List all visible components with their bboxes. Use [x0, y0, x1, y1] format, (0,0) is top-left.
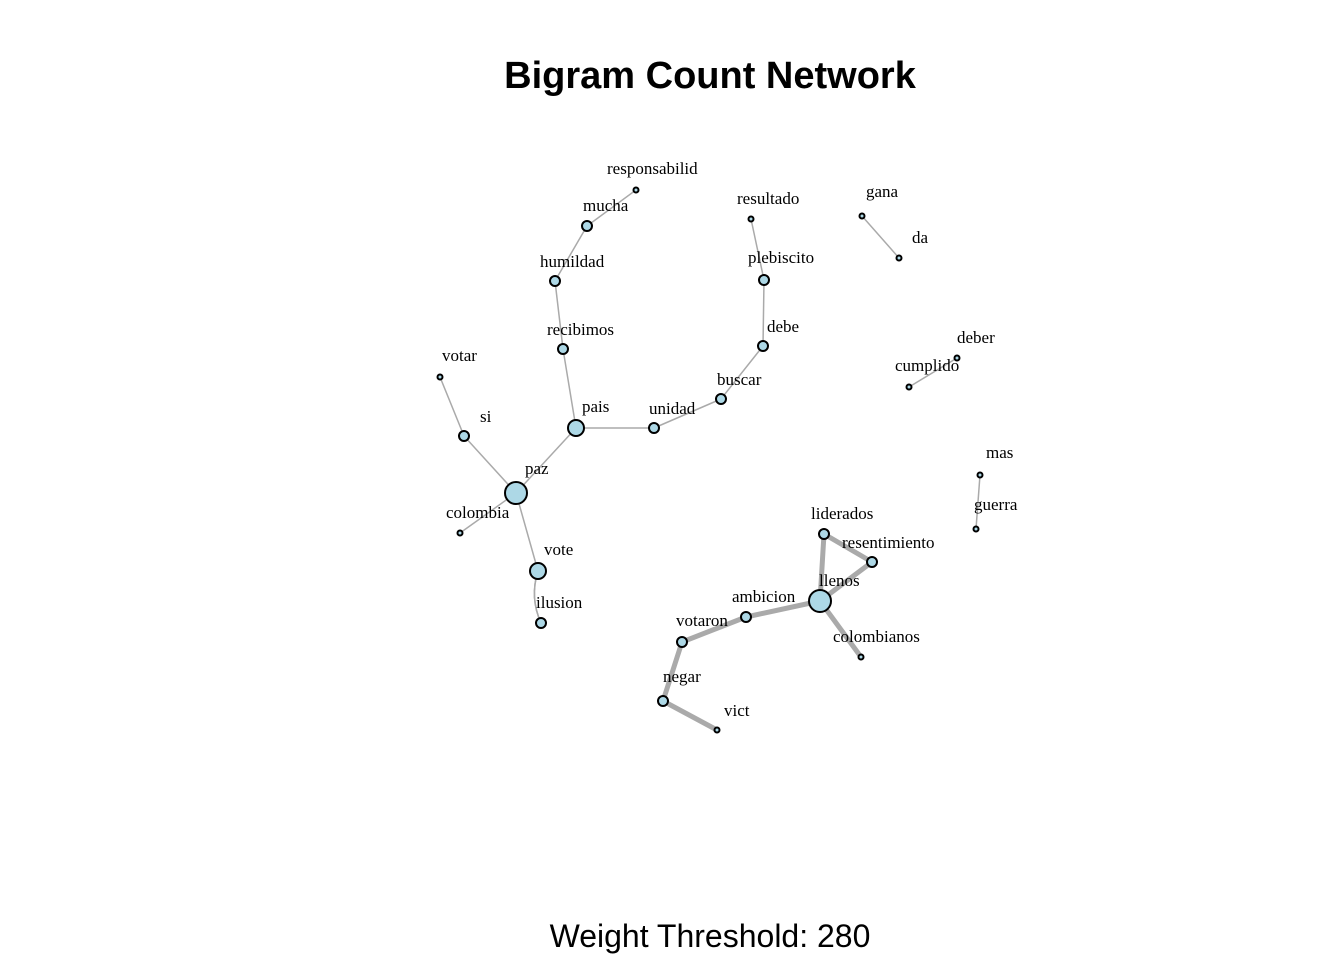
node-label-si: si — [480, 407, 492, 426]
edge-unidad-buscar — [653, 398, 722, 429]
edge-ambicion-votaron — [679, 614, 749, 645]
node-label-gana: gana — [866, 182, 899, 201]
node-label-negar: negar — [663, 667, 701, 686]
edge-paz-vote — [515, 492, 539, 572]
node-label-resultado: resultado — [737, 189, 799, 208]
node-label-debe: debe — [767, 317, 799, 336]
node-deber — [953, 354, 961, 362]
node-label-colombia: colombia — [446, 503, 510, 522]
node-vote — [529, 562, 547, 580]
node-buscar — [715, 393, 727, 405]
node-label-ilusion: ilusion — [536, 593, 583, 612]
node-label-llenos: llenos — [819, 571, 860, 590]
node-da — [895, 254, 903, 262]
node-label-mucha: mucha — [583, 196, 629, 215]
node-label-buscar: buscar — [717, 370, 762, 389]
node-negar — [657, 695, 669, 707]
node-paz — [504, 481, 528, 505]
node-mucha — [581, 220, 593, 232]
node-debe — [757, 340, 769, 352]
node-label-mas: mas — [986, 443, 1013, 462]
node-llenos — [808, 589, 832, 613]
edge-gana-da — [861, 215, 900, 259]
node-si — [458, 430, 470, 442]
node-label-pais: pais — [582, 397, 609, 416]
node-label-plebiscito: plebiscito — [748, 248, 814, 267]
plot-title: Bigram Count Network — [504, 55, 916, 97]
node-label-vict: vict — [724, 701, 750, 720]
edge-paz-pais — [515, 427, 577, 494]
node-label-guerra: guerra — [974, 495, 1018, 514]
nodes-layer — [436, 186, 984, 734]
node-label-recibimos: recibimos — [547, 320, 614, 339]
node-label-vote: vote — [544, 540, 573, 559]
edge-plebiscito-resultado — [750, 218, 765, 281]
node-cumplido — [905, 383, 913, 391]
node-label-ambicion: ambicion — [732, 587, 796, 606]
node-label-cumplido: cumplido — [895, 356, 959, 375]
node-colombia — [456, 529, 464, 537]
plot-subtitle: Weight Threshold: 280 — [549, 918, 871, 954]
edge-mas-guerra — [975, 474, 981, 530]
node-label-votaron: votaron — [676, 611, 728, 630]
node-ilusion — [535, 617, 547, 629]
edge-votar-si — [439, 376, 465, 437]
node-resentimiento — [866, 556, 878, 568]
edge-mucha-humildad — [554, 225, 588, 282]
node-vict — [713, 726, 721, 734]
node-label-paz: paz — [525, 459, 549, 478]
edge-responsabilid-mucha — [586, 189, 637, 227]
node-responsabilid — [632, 186, 640, 194]
edge-debe-plebiscito — [762, 279, 765, 347]
node-label-da: da — [912, 228, 929, 247]
node-label-deber: deber — [957, 328, 995, 347]
node-label-liderados: liderados — [811, 504, 873, 523]
node-humildad — [549, 275, 561, 287]
edge-liderados-resentimiento — [821, 531, 875, 565]
edge-humildad-recibimos — [554, 280, 564, 350]
node-label-resentimiento: resentimiento — [842, 533, 935, 552]
node-pais — [567, 419, 585, 437]
node-guerra — [972, 525, 980, 533]
edge-si-paz — [463, 435, 517, 494]
node-label-unidad: unidad — [649, 399, 696, 418]
node-label-humildad: humildad — [540, 252, 605, 271]
node-liderados — [818, 528, 830, 540]
edge-negar-vict — [660, 698, 720, 733]
edge-llenos-ambicion — [743, 598, 823, 620]
node-gana — [858, 212, 866, 220]
node-votar — [436, 373, 444, 381]
labels-layer: responsabilid mucha humildad recibimos pais u… — [442, 159, 1018, 720]
node-mas — [976, 471, 984, 479]
node-label-colombianos: colombianos — [833, 627, 920, 646]
edge-votaron-negar — [660, 639, 685, 704]
node-votaron — [676, 636, 688, 648]
node-plebiscito — [758, 274, 770, 286]
node-unidad — [648, 422, 660, 434]
node-label-responsabilid: responsabilid — [607, 159, 698, 178]
edge-buscar-debe — [720, 345, 764, 400]
node-resultado — [747, 215, 755, 223]
node-colombianos — [857, 653, 865, 661]
edges-layer — [439, 189, 981, 733]
node-ambicion — [740, 611, 752, 623]
edge-recibimos-pais — [562, 348, 577, 429]
edge-deber-cumplido — [908, 357, 958, 388]
node-label-votar: votar — [442, 346, 477, 365]
node-recibimos — [557, 343, 569, 355]
